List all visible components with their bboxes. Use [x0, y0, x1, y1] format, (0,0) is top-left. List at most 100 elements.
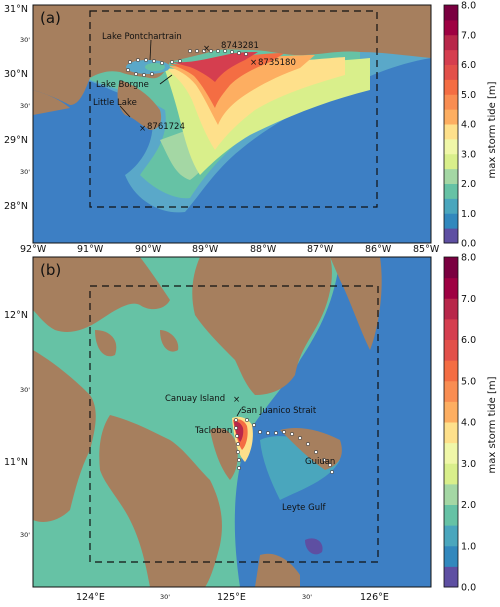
- colorbar-a-swatch: [444, 138, 458, 155]
- place-lake-pontchartrain: Lake Pontchartrain: [102, 32, 182, 42]
- lat-tick: 30': [20, 102, 30, 110]
- colorbar-b-tick: 2.0: [461, 500, 476, 511]
- land-northwest: [33, 257, 170, 332]
- colorbar-b-swatch: [444, 525, 458, 547]
- lon-tick: 125°E: [217, 592, 246, 603]
- colorbar-b-swatch: [444, 504, 458, 526]
- colorbar-b-frame: [443, 256, 459, 588]
- colorbar-b-swatch: [444, 442, 458, 464]
- place-tacloban: Tacloban: [194, 426, 232, 436]
- lat-tick: 12°N: [4, 310, 28, 321]
- islet-1: [160, 330, 179, 352]
- delta-land: [117, 80, 162, 130]
- colorbar-b-tick: 7.0: [461, 294, 476, 305]
- lon-tick: 90°W: [135, 244, 162, 255]
- colorbar-b-swatch: [444, 545, 458, 567]
- lon-tick: 30': [160, 593, 170, 601]
- station-8743281: 8743281: [221, 41, 259, 51]
- colorbar-b-swatch: [444, 401, 458, 423]
- colorbar-a-swatch: [444, 183, 458, 199]
- colorbar-b-swatch: [444, 463, 458, 485]
- station-marker-3: ×: [139, 124, 146, 134]
- lon-tick: 91°W: [77, 244, 104, 255]
- colorbar-a-tick: 5.0: [461, 90, 476, 101]
- colorbar-a-tick: 1.0: [461, 209, 476, 220]
- colorbar-b-tick: 3.0: [461, 459, 476, 470]
- panel-b-map: ×: [33, 257, 431, 587]
- colorbar-a-swatch: [444, 168, 458, 184]
- colorbar-b-swatch: [444, 298, 458, 320]
- lon-tick: 92°W: [20, 244, 47, 255]
- lat-tick: 11°N: [4, 457, 28, 468]
- lon-tick: 30': [302, 593, 312, 601]
- lon-tick: 126°E: [360, 592, 389, 603]
- colorbar-a-swatch: [444, 64, 458, 80]
- lat-tick: 30': [20, 168, 30, 176]
- islet-2: [95, 330, 117, 357]
- colorbar-a-tick: 8.0: [461, 1, 476, 12]
- panel-b: × (b) Canuay Island San Juanico Strait T…: [4, 256, 432, 603]
- lat-tick: 29°N: [4, 135, 28, 146]
- colorbar-b-tick: 5.0: [461, 376, 476, 387]
- lat-tick: 30°N: [4, 69, 28, 80]
- colorbar-a-swatch: [444, 94, 458, 110]
- inner-domain-box-b: [89, 285, 379, 563]
- colorbar-b-tick: 4.0: [461, 418, 476, 429]
- lat-tick: 30': [20, 531, 30, 539]
- colorbar-b-swatch: [444, 257, 458, 279]
- colorbar-a-swatch: [444, 34, 458, 51]
- leyte-island: [99, 415, 222, 587]
- colorbar-a-swatch: [444, 228, 458, 244]
- panel-a-frame: [32, 4, 432, 244]
- colorbar-b-swatch: [444, 318, 458, 340]
- land-west: [33, 350, 96, 522]
- lon-tick: 85°W: [413, 244, 440, 255]
- lake-pontchartrain-inner: [145, 63, 165, 71]
- colorbar-a-swatch: [444, 213, 458, 229]
- place-little-lake: Little Lake: [93, 98, 137, 108]
- panel-a-lon-ticks: 92°W 91°W 90°W 89°W 88°W 87°W 86°W 85°W: [20, 244, 440, 255]
- colorbar-a-swatch: [444, 49, 458, 65]
- colorbar-a-tick: 2.0: [461, 179, 476, 190]
- colorbar-a-swatch: [444, 79, 458, 95]
- colorbar-a-swatch: [444, 19, 458, 36]
- leader-pontchartrain: [149, 39, 152, 61]
- colorbar-b-swatch: [444, 339, 458, 361]
- surge-zone-7m: [170, 52, 258, 82]
- leader-little-lake: [119, 105, 131, 118]
- lat-tick: 28°N: [4, 201, 28, 212]
- tacloban-land: [210, 428, 238, 480]
- guiuan-peninsula: [280, 428, 342, 470]
- colorbar-a-swatch: [444, 124, 458, 140]
- panel-a-lat-ticks: 31°N 30' 30°N 30' 29°N 30' 28°N: [4, 4, 30, 212]
- station-marker-1: ×: [203, 44, 210, 54]
- colorbar-a-swatch: [444, 198, 458, 214]
- place-guiuan: Guiuan: [305, 457, 335, 467]
- station-marker-2: ×: [250, 58, 257, 68]
- colorbar-b-tick: 1.0: [461, 541, 476, 552]
- leader-borgne: [159, 74, 173, 85]
- inner-domain-box-a: [89, 10, 378, 208]
- colorbar-a-swatch: [444, 109, 458, 125]
- observation-points-b: [234, 418, 334, 474]
- colorbar-a-tick: 6.0: [461, 60, 476, 71]
- place-canuay-island: Canuay Island: [165, 394, 225, 404]
- samar-island: [192, 257, 332, 395]
- lon-tick: 88°W: [250, 244, 277, 255]
- colorbar-a-swatch: [444, 5, 458, 21]
- place-lake-borgne: Lake Borgne: [96, 80, 149, 90]
- station-8735180: 8735180: [258, 58, 296, 68]
- colorbar-a-swatch: [444, 153, 458, 170]
- colorbar-b-tick: 0.0: [461, 583, 476, 594]
- leader-san-juanico: [236, 408, 242, 417]
- panel-b-lon-ticks: 124°E 30' 125°E 30' 126°E: [76, 592, 389, 603]
- west-coast-land: [33, 90, 70, 115]
- land-northeast: [330, 257, 382, 350]
- panel-a-label: (a): [40, 9, 61, 27]
- lon-tick: 89°W: [192, 244, 219, 255]
- lat-tick: 30': [20, 386, 30, 394]
- colorbar-a-label: max storm tide [m]: [487, 81, 498, 178]
- panel-b-lat-ticks: 12°N 30' 11°N 30': [4, 310, 30, 539]
- colorbar-a-tick: 0.0: [461, 239, 476, 250]
